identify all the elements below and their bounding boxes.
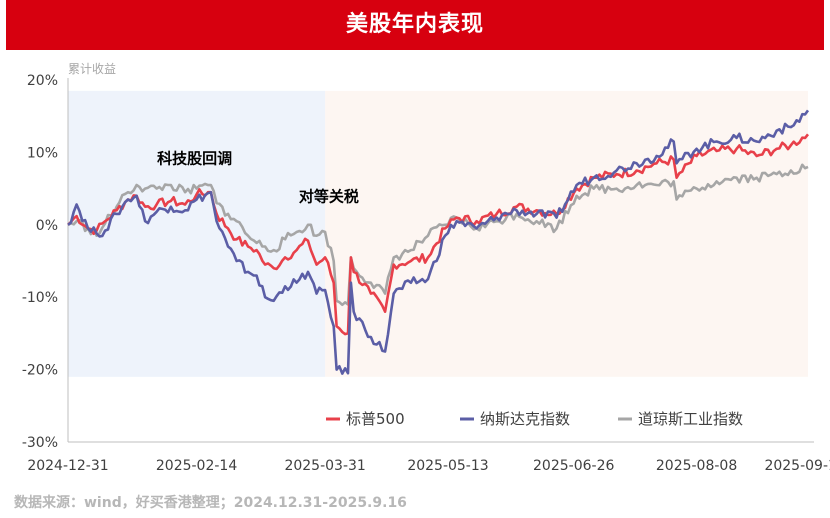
shaded-period-2 — [325, 90, 808, 377]
series-line-2 — [67, 109, 810, 375]
legend-label-2: 纳斯达克指数 — [480, 410, 570, 428]
annotation-1: 科技股回调 — [157, 149, 232, 167]
axes: 20% 10% 0% -10% -20% -30% 2024-12-31 2025-02-14… — [22, 62, 830, 474]
x-tick-label: 2024-12-31 — [27, 458, 108, 474]
page-title: 美股年内表现 — [345, 12, 484, 37]
y-tick-label: 0% — [36, 218, 58, 234]
line-chart: 20% 10% 0% -10% -20% -30% 2024-12-31 2025-02-14… — [22, 62, 830, 474]
x-tick-label: 2025-05-13 — [407, 458, 488, 474]
x-tick-label: 2025-06-26 — [533, 458, 614, 474]
y-tick-label: -10% — [22, 290, 58, 306]
source-note: 数据来源：wind，好买香港整理；2024.12.31-2025.9.16 — [14, 495, 407, 511]
legend-label-1: 标普500 — [346, 410, 405, 428]
x-tick-label: 2025-08-08 — [656, 458, 737, 474]
y-tick-label: 20% — [27, 73, 58, 89]
y-tick-label: -30% — [22, 435, 58, 451]
y-tick-label: 10% — [27, 145, 58, 161]
legend-label-3: 道琼斯工业指数 — [638, 410, 743, 428]
x-tick-label: 2025-03-31 — [284, 458, 365, 474]
shaded-period-1 — [68, 90, 326, 377]
annotation-2: 对等关税 — [299, 188, 359, 206]
title-banner: 美股年内表现 — [6, 0, 824, 50]
shaded-periods — [68, 90, 808, 377]
x-tick-label: 2025-02-14 — [156, 458, 237, 474]
x-tick-label: 2025-09-15 — [764, 458, 830, 474]
series-line-3 — [67, 163, 809, 307]
y-axis-label: 累计收益 — [68, 62, 116, 76]
y-tick-label: -20% — [22, 363, 58, 379]
legend: 标普500 纳斯达克指数 道琼斯工业指数 — [326, 410, 743, 428]
series-lines — [67, 109, 810, 375]
